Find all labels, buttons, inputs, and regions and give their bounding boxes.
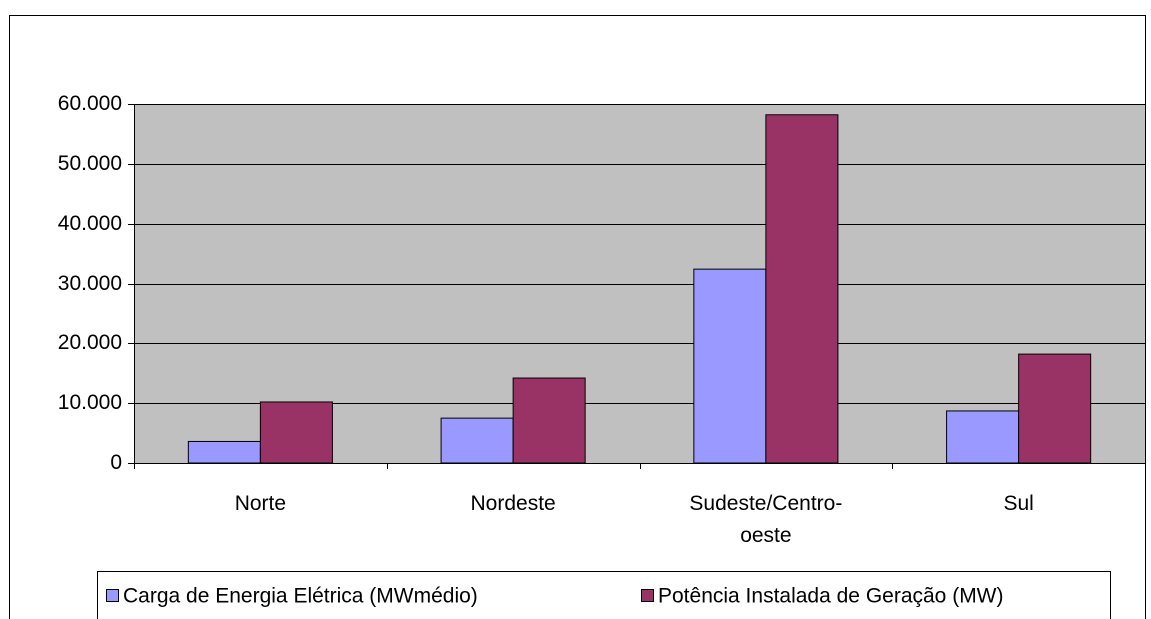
y-tick-label: 40.000 — [58, 212, 122, 235]
x-tick-label: Norte — [234, 492, 287, 515]
legend: Carga de Energia Elétrica (MWmédio) Potên… — [97, 571, 1111, 619]
bar — [512, 377, 586, 464]
y-tick-label: 50.000 — [58, 152, 122, 175]
x-tick-label: Nordeste — [470, 492, 556, 515]
bar — [1018, 353, 1092, 464]
bar — [259, 401, 333, 464]
bar — [765, 114, 839, 464]
legend-marker — [106, 589, 119, 602]
bar — [946, 410, 1020, 464]
bar — [440, 417, 514, 464]
y-tick-label: 30.000 — [58, 272, 122, 295]
y-tick-label: 0 — [110, 451, 122, 474]
x-tick-label: Sudeste/Centro-oeste — [689, 492, 843, 547]
y-tick-label: 10.000 — [58, 391, 122, 414]
y-tick-label: 20.000 — [58, 331, 122, 354]
chart-frame — [9, 15, 1146, 619]
bar — [693, 268, 767, 464]
legend-marker — [641, 589, 654, 602]
legend-label: Carga de Energia Elétrica (MWmédio) — [123, 585, 478, 608]
legend-label: Potência Instalada de Geração (MW) — [658, 585, 1004, 608]
y-tick-label: 60.000 — [58, 92, 122, 115]
legend-box — [97, 571, 1111, 619]
bar — [187, 440, 261, 464]
x-tick-label: Sul — [1003, 492, 1034, 515]
